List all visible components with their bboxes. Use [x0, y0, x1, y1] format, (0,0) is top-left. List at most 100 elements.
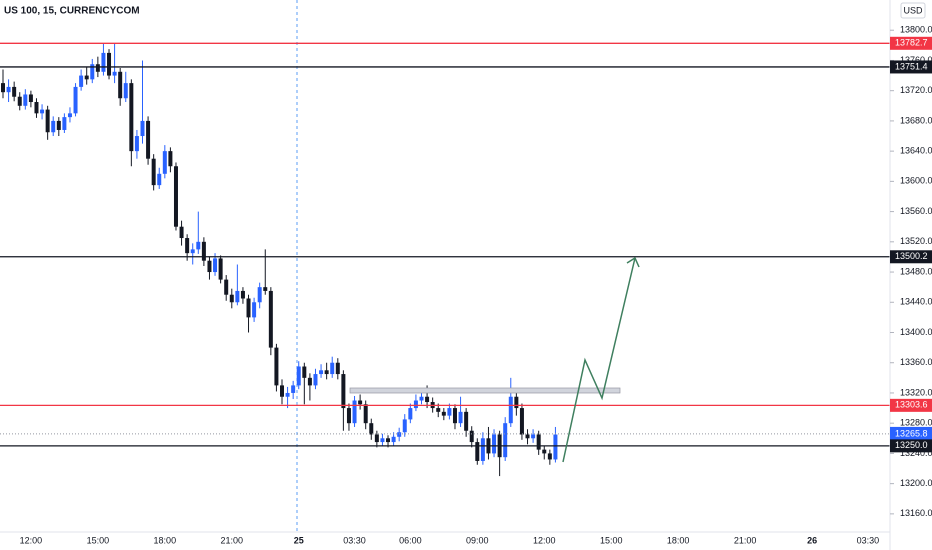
candle-body: [480, 438, 485, 461]
candle-body: [67, 113, 72, 118]
candle-body: [173, 166, 178, 227]
x-tick-label: 12:00: [20, 535, 43, 545]
y-tick-label: 13800.0: [900, 25, 932, 35]
candle-body: [346, 408, 351, 424]
y-tick-label: 13360.0: [900, 357, 932, 367]
candle-body: [408, 408, 413, 420]
candle-body: [352, 400, 357, 424]
candle-body: [101, 52, 106, 72]
level-box: [890, 439, 932, 453]
candle-body: [542, 449, 547, 454]
candle-body: [257, 287, 262, 303]
candle-body: [313, 374, 318, 386]
candle-body: [519, 408, 524, 435]
range-box: [349, 387, 621, 394]
y-tick-label: 13400.0: [900, 327, 932, 337]
candle-body: [363, 404, 368, 424]
candle-body: [469, 430, 474, 443]
candle-body: [213, 258, 218, 273]
candle-body: [553, 434, 558, 460]
candle-body: [274, 347, 279, 386]
candle-body: [307, 377, 312, 386]
y-tick-label: 13440.0: [900, 297, 932, 307]
y-tick-label: 13560.0: [900, 206, 932, 216]
level-label: 13303.6: [895, 400, 928, 410]
level-box: [890, 398, 932, 412]
x-tick-label: 18:00: [667, 535, 690, 545]
candle-body: [452, 408, 457, 424]
candle-body: [358, 400, 363, 405]
level-box: [890, 36, 932, 50]
level-label: 13250.0: [895, 440, 928, 450]
candle-body: [263, 287, 268, 291]
candle-body: [73, 86, 78, 114]
candle-body: [391, 436, 396, 443]
candle-body: [268, 290, 273, 348]
candle-body: [107, 52, 112, 76]
candle-body: [503, 423, 508, 458]
x-tick-label: 12:00: [533, 535, 556, 545]
level-label: 13751.4: [895, 61, 928, 71]
candle-body: [441, 411, 446, 416]
candle-body: [17, 96, 22, 106]
candle-body: [90, 64, 95, 80]
y-tick-label: 13640.0: [900, 146, 932, 156]
chart-title: US 100, 15, CURRENCYCOM: [4, 6, 140, 17]
y-tick-label: 13520.0: [900, 236, 932, 246]
forecast-arrow: [562, 256, 640, 463]
candle-body: [291, 385, 296, 393]
candle-body: [531, 434, 536, 439]
y-tick-label: 13280.0: [900, 418, 932, 428]
y-tick-label: 13720.0: [900, 85, 932, 95]
candle-body: [335, 362, 340, 375]
candle-body: [6, 86, 11, 93]
y-tick-label: 13680.0: [900, 115, 932, 125]
candle-body: [425, 396, 430, 403]
candle-body: [280, 385, 284, 397]
arrow-head: [626, 256, 640, 268]
candle-body: [84, 75, 89, 80]
candle-body: [51, 120, 56, 133]
candle-body: [447, 408, 452, 416]
candle-body: [235, 290, 240, 303]
candle-body: [492, 434, 497, 454]
candle-body: [56, 120, 61, 130]
candle-body: [123, 83, 128, 99]
candle-body: [319, 370, 324, 375]
candle-body: [419, 396, 424, 401]
candle-body: [134, 136, 139, 152]
x-tick-label: 15:00: [87, 535, 110, 545]
candle-body: [525, 434, 530, 439]
candle-body: [464, 411, 469, 431]
y-tick-label: 13480.0: [900, 266, 932, 276]
forecast-path: [562, 257, 636, 463]
level-label: 13782.7: [895, 38, 928, 48]
candle-body: [240, 290, 245, 299]
candle-body: [28, 94, 33, 103]
candle-body: [185, 238, 190, 254]
candle-body: [95, 64, 100, 72]
candle-body: [190, 249, 195, 254]
x-tick-label: 21:00: [734, 535, 757, 545]
candle-body: [369, 423, 374, 435]
candle-body: [229, 294, 234, 303]
y-tick-label: 13240.0: [900, 448, 932, 458]
candle-body: [324, 370, 329, 375]
candle-body: [508, 396, 513, 424]
x-tick-label: 03:30: [343, 535, 366, 545]
x-tick-label: 18:00: [154, 535, 177, 545]
candle-body: [201, 241, 206, 261]
candle-body: [129, 83, 134, 152]
candle-body: [168, 151, 173, 167]
currency-box[interactable]: [900, 2, 926, 19]
candle-body: [475, 442, 480, 461]
candle-body: [536, 434, 541, 450]
candle-body: [386, 438, 391, 443]
candle-body: [45, 109, 50, 133]
candle-body: [246, 298, 251, 318]
candle-body: [402, 419, 407, 433]
candle-body: [341, 374, 346, 409]
candle-body: [1, 83, 5, 93]
candle-body: [112, 71, 117, 76]
